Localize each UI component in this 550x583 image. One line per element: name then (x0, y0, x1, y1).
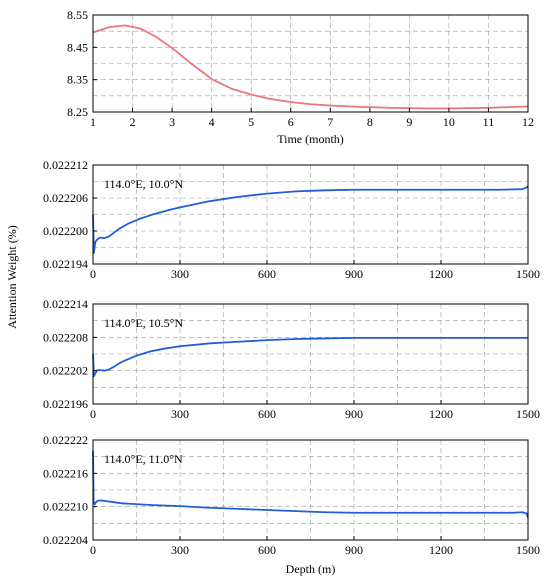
y-tick-label: 8.45 (67, 40, 88, 54)
x-tick-label: 300 (171, 543, 189, 557)
x-tick-label: 6 (288, 115, 294, 129)
x-tick-label: 4 (209, 115, 215, 129)
chart-panel-3: 0 300 600 900 1200 1500 0.022196 0.022202 0.0222… (5, 225, 540, 421)
station-label: 114.0°E, 10.0°N (104, 177, 183, 191)
x-tick-label: 600 (258, 267, 276, 281)
x-tick-label: 1200 (429, 543, 453, 557)
x-tick-label: 900 (345, 543, 363, 557)
series-line-1 (92, 336, 528, 378)
series-line-1 (92, 451, 529, 519)
y-tick-label: 0.022212 (43, 158, 88, 172)
y-axis-label: Attention Weight (%) (5, 225, 19, 328)
y-tick-label: 0.022210 (43, 500, 88, 514)
x-tick-label: 5 (248, 115, 254, 129)
chart-panel-4: 0 300 600 900 1200 1500 0.022204 0.022210 0.0222… (43, 433, 540, 576)
y-tick-label: 0.022204 (43, 533, 88, 547)
x-tick-label: 10 (443, 115, 455, 129)
x-tick-label: 1200 (429, 267, 453, 281)
x-tick-label: 300 (171, 407, 189, 421)
plot-frame (92, 439, 529, 541)
x-tick-label: 12 (522, 115, 534, 129)
x-tick-label: 1 (90, 115, 96, 129)
y-tick-label: 8.25 (67, 105, 88, 119)
y-tick-label: 0.022222 (43, 433, 88, 447)
station-label: 114.0°E, 11.0°N (104, 452, 183, 466)
y-tick-label: 0.022206 (43, 191, 88, 205)
x-tick-label: 9 (406, 115, 412, 129)
x-tick-label: 300 (171, 267, 189, 281)
y-tick-label: 0.022202 (43, 364, 88, 378)
series-line-1 (92, 24, 529, 110)
grid-lines (93, 440, 528, 540)
x-tick-label: 0 (90, 543, 96, 557)
x-tick-label: 7 (327, 115, 333, 129)
plot-frame (92, 164, 529, 265)
x-tick-label: 8 (367, 115, 373, 129)
y-tick-label: 0.022196 (43, 397, 88, 411)
x-axis-label: Time (month) (277, 132, 344, 146)
x-tick-label: 900 (345, 407, 363, 421)
x-tick-label: 1200 (429, 407, 453, 421)
grid-lines (93, 15, 528, 112)
y-tick-label: 0.022216 (43, 466, 88, 480)
y-tick-label: 8.35 (67, 73, 88, 87)
x-tick-label: 2 (130, 115, 136, 129)
x-tick-label: 11 (483, 115, 495, 129)
series-line-1 (92, 185, 529, 254)
y-tick-label: 8.55 (67, 8, 88, 22)
y-tick-label: 0.022194 (43, 257, 88, 271)
x-tick-label: 0 (90, 407, 96, 421)
x-axis-label: Depth (m) (286, 562, 336, 576)
plot-frame (92, 303, 529, 405)
station-label: 114.0°E, 10.5°N (104, 316, 183, 330)
y-tick-label: 0.022200 (43, 224, 88, 238)
x-tick-label: 3 (169, 115, 175, 129)
x-tick-label: 1500 (516, 407, 540, 421)
plot-frame (92, 14, 529, 113)
x-tick-label: 600 (258, 543, 276, 557)
x-tick-label: 1500 (516, 543, 540, 557)
x-tick-label: 900 (345, 267, 363, 281)
x-tick-label: 600 (258, 407, 276, 421)
y-tick-label: 0.022208 (43, 330, 88, 344)
grid-lines (93, 165, 528, 264)
x-tick-label: 0 (90, 267, 96, 281)
y-tick-label: 0.022214 (43, 297, 88, 311)
grid-lines (93, 304, 528, 404)
chart-panel-2: 0 300 600 900 1200 1500 0.022194 0.022200 0.0222… (43, 158, 540, 281)
x-tick-label: 1500 (516, 267, 540, 281)
